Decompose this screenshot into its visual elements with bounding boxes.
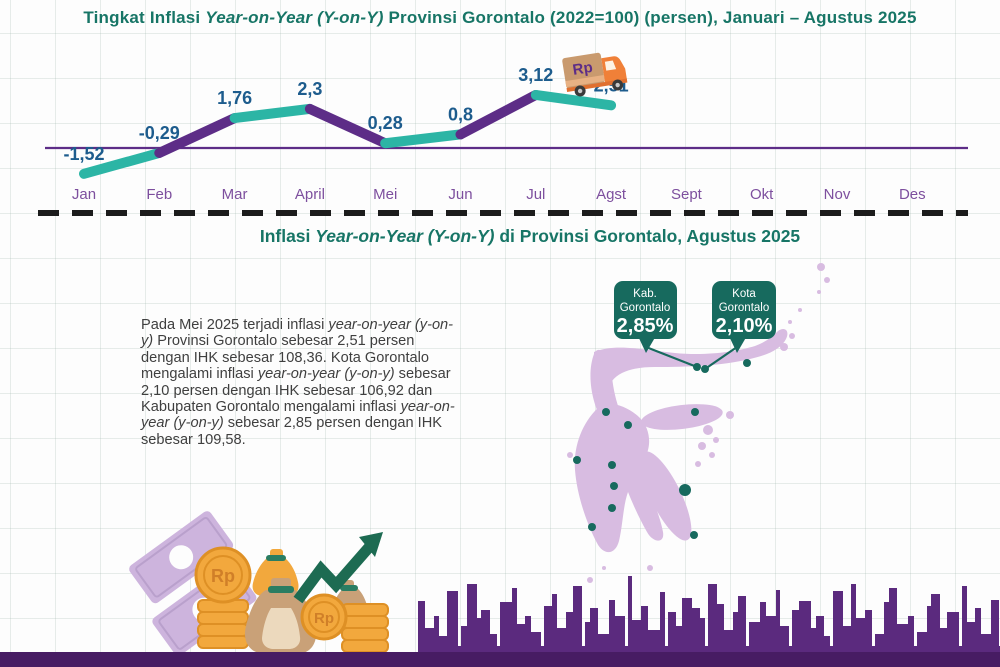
month-label: Sept xyxy=(671,186,703,203)
city-dot xyxy=(608,461,616,469)
month-label: Feb xyxy=(146,186,172,203)
data-point-label: -0,29 xyxy=(139,123,180,143)
truck-rp-label: Rp xyxy=(571,59,593,79)
city-dot xyxy=(743,359,751,367)
month-label: Mei xyxy=(373,186,397,203)
city-dot xyxy=(602,408,610,416)
chart-line-segment xyxy=(154,113,240,158)
city-dot xyxy=(691,408,699,416)
city-dot xyxy=(608,504,616,512)
truck-icon: Rp xyxy=(562,52,628,97)
city-dot xyxy=(588,523,596,531)
data-point-label: 1,76 xyxy=(217,88,252,108)
coin-rp-label: Rp xyxy=(314,610,334,627)
north-peninsula xyxy=(594,328,788,385)
island-shapes xyxy=(567,263,830,594)
city-dot xyxy=(679,484,691,496)
coin-stack-right xyxy=(341,603,389,653)
callout-kab-gorontalo: Kab. Gorontalo 2,85% xyxy=(614,281,677,353)
chart-line-segment xyxy=(455,89,541,140)
bottom-bar xyxy=(0,652,1000,667)
month-label: Nov xyxy=(824,186,851,203)
skyline-silhouette xyxy=(418,576,1000,667)
rupiah-coin-icon: Rp xyxy=(194,546,252,604)
month-label: April xyxy=(295,186,325,203)
callout-kota-gorontalo: Kota Gorontalo 2,10% xyxy=(712,281,776,353)
data-point-label: 3,12 xyxy=(518,65,553,85)
month-label: Okt xyxy=(750,186,774,203)
rupiah-coin-icon-right: Rp xyxy=(300,593,348,641)
inflation-summary-text: Pada Mei 2025 terjadi inflasi year-on-ye… xyxy=(141,317,455,448)
money-growth-illustration: Rp Rp xyxy=(129,511,389,656)
section-title: Inflasi Year-on-Year (Y-on-Y) di Provins… xyxy=(259,226,801,246)
city-dot xyxy=(693,363,701,371)
east-peninsula xyxy=(641,404,723,430)
data-point-label: 0,8 xyxy=(448,104,473,124)
callout-region-line2: Gorontalo xyxy=(620,302,671,314)
chart-line-segment xyxy=(380,129,466,149)
southeast-peninsula xyxy=(640,451,692,541)
callout-value: 2,85% xyxy=(617,315,674,337)
truck-window xyxy=(604,60,617,71)
growth-arrow-icon xyxy=(293,532,383,604)
chart-line-segment xyxy=(530,89,617,111)
money-bag-tan-icon xyxy=(244,578,317,654)
callout-region-line1: Kab. xyxy=(633,288,657,300)
month-label: Des xyxy=(899,186,926,203)
month-label: Jan xyxy=(72,186,96,203)
truck-group: Rp xyxy=(562,52,628,97)
city-skyline xyxy=(0,576,1000,667)
callout-connector-kota xyxy=(704,346,738,370)
month-label: Jul xyxy=(526,186,545,203)
coin-stack-left xyxy=(197,599,249,649)
main-body xyxy=(574,403,664,553)
data-point-label: 0,28 xyxy=(368,113,403,133)
chart-line-segment xyxy=(229,103,315,124)
callout-box xyxy=(712,281,776,339)
callout-region-line2: Gorontalo xyxy=(719,302,770,314)
sulawesi-map: Kab. Gorontalo 2,85% Kota Gorontalo 2,10… xyxy=(567,263,830,594)
city-dot xyxy=(624,421,632,429)
month-label: Jun xyxy=(448,186,472,203)
callout-value: 2,10% xyxy=(716,315,773,337)
chart-line-segment xyxy=(304,103,391,149)
month-label: Mar xyxy=(222,186,248,203)
city-dot xyxy=(610,482,618,490)
city-dot xyxy=(573,456,581,464)
callout-connector-kab xyxy=(645,345,698,369)
city-dot xyxy=(701,365,709,373)
coin-rp-label: Rp xyxy=(211,566,235,586)
data-point-label: -1,52 xyxy=(63,144,104,164)
city-dot xyxy=(690,531,698,539)
truck-cargo-stripe xyxy=(565,75,605,88)
callout-box xyxy=(614,281,677,339)
city-dots xyxy=(573,359,751,539)
month-label: Agst xyxy=(596,186,627,203)
callout-region-line1: Kota xyxy=(732,288,756,300)
chart-line-segment xyxy=(79,147,165,179)
data-point-label: 2,3 xyxy=(297,79,322,99)
chart-title: Tingkat Inflasi Year-on-Year (Y-on-Y) Pr… xyxy=(83,8,917,27)
